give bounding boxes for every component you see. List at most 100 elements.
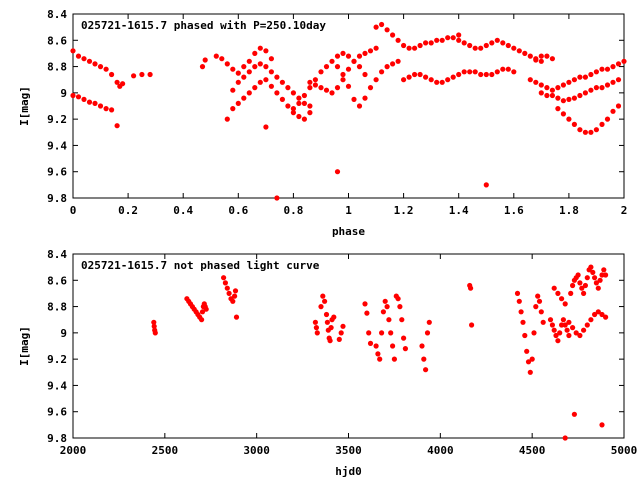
data-point <box>356 53 363 59</box>
data-point <box>533 79 539 85</box>
data-point <box>235 79 241 85</box>
data-point <box>334 85 341 91</box>
data-point <box>439 37 445 43</box>
data-point <box>252 85 258 91</box>
data-point <box>252 64 258 70</box>
data-point <box>279 79 285 85</box>
data-point <box>560 82 567 88</box>
data-point <box>362 50 368 57</box>
data-point <box>114 79 120 85</box>
data-point <box>219 56 225 62</box>
data-point <box>478 71 484 78</box>
data-point <box>489 71 495 78</box>
data-point <box>516 48 522 54</box>
data-point <box>553 332 559 339</box>
data-point <box>386 317 392 323</box>
plot-frame <box>72 13 625 199</box>
data-point <box>263 124 269 130</box>
data-point <box>97 103 104 109</box>
data-point <box>152 330 158 336</box>
data-point <box>232 293 238 299</box>
data-point <box>469 322 475 328</box>
y-tick-label: 9.6 <box>47 406 67 419</box>
data-point <box>588 87 594 93</box>
data-point <box>151 323 157 329</box>
data-point <box>571 411 578 417</box>
data-point <box>577 332 583 339</box>
data-point <box>582 282 589 289</box>
data-point <box>593 85 600 91</box>
data-point <box>222 280 228 286</box>
data-point <box>577 92 583 99</box>
data-point <box>601 267 607 273</box>
data-point <box>472 45 478 51</box>
data-point <box>114 123 120 129</box>
y-tick-label: 9.2 <box>47 113 67 126</box>
data-point <box>417 71 423 78</box>
data-point <box>312 319 318 325</box>
y-tick-label: 9.4 <box>47 139 67 152</box>
data-point <box>571 95 578 101</box>
data-point <box>246 58 252 64</box>
data-point <box>328 325 334 331</box>
data-point <box>323 87 330 93</box>
data-point <box>610 64 616 70</box>
data-point <box>296 95 302 101</box>
data-point <box>595 309 601 315</box>
y-tick-label: 9 <box>60 327 67 340</box>
data-point <box>268 83 274 89</box>
data-point <box>274 195 280 201</box>
data-point <box>549 56 556 62</box>
data-point <box>468 285 474 291</box>
data-point <box>139 71 145 78</box>
data-point <box>599 121 605 127</box>
data-point <box>373 77 379 83</box>
chart-panel-1: 0 0.2 0.4 0.6 0.8 1 1.2 1.4 1.6 1.8 2 8.4 8.6 8.8 9 9.2… <box>18 8 627 238</box>
data-point <box>421 356 427 362</box>
data-point <box>301 92 307 99</box>
data-point <box>86 99 93 105</box>
data-point <box>109 107 115 113</box>
data-point <box>544 53 550 59</box>
data-point <box>538 90 544 96</box>
data-point <box>226 290 232 296</box>
data-point <box>467 42 473 49</box>
data-point <box>323 311 330 318</box>
data-point <box>566 332 572 339</box>
data-point <box>535 293 541 299</box>
panel-title: 025721-1615.7 not phased light curve <box>81 259 320 272</box>
data-point <box>577 127 583 133</box>
data-point <box>257 79 263 85</box>
data-point <box>562 301 568 307</box>
data-point <box>406 74 412 80</box>
data-point <box>384 304 390 310</box>
data-point <box>557 330 563 336</box>
plot-frame <box>72 253 625 439</box>
data-point <box>230 106 236 112</box>
data-point <box>514 290 521 296</box>
y-tick-label: 9.6 <box>47 166 67 179</box>
data-point <box>235 100 241 106</box>
y-tick-label: 9.8 <box>47 192 67 205</box>
data-point <box>559 322 565 328</box>
data-point <box>599 85 605 91</box>
data-point <box>279 96 285 102</box>
data-point <box>345 66 352 72</box>
data-point <box>224 61 230 67</box>
data-point <box>555 338 561 344</box>
data-point <box>379 69 385 75</box>
data-point <box>544 92 550 99</box>
data-point <box>75 53 82 59</box>
data-point <box>406 45 412 51</box>
data-point <box>235 70 241 76</box>
data-point <box>577 280 583 286</box>
x-tick-label: 1.8 <box>559 204 579 217</box>
data-point <box>320 293 326 299</box>
data-point <box>70 92 76 99</box>
data-point <box>351 96 357 102</box>
chart-panel-2: 2000 2500 3000 3500 4000 4500 5000 8.4 8.6 8.8 9 9.… <box>18 248 637 478</box>
data-point <box>233 314 240 320</box>
y-axis-label: I[mag] <box>18 326 31 366</box>
data-point <box>434 37 440 43</box>
data-point <box>97 64 104 70</box>
